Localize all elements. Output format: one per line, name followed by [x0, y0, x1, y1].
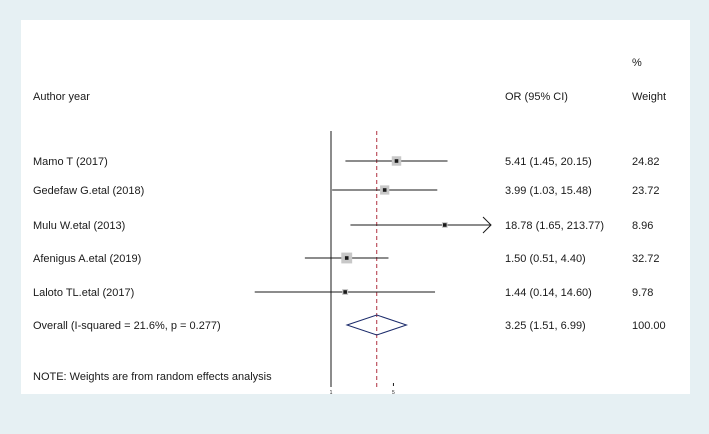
study-weight-text: 32.72 [632, 253, 660, 265]
study-label: Mulu W.etal (2013) [33, 220, 125, 232]
study-weight-text: 23.72 [632, 185, 660, 197]
weight-header-percent: % [632, 57, 642, 69]
study-ci-text: 5.41 (1.45, 20.15) [505, 156, 592, 168]
overall-ci-text: 3.25 (1.51, 6.99) [505, 320, 586, 332]
x-tick-label: 5 [392, 390, 395, 394]
study-weight-text: 9.78 [632, 287, 653, 299]
study-row: Afenigus A.etal (2019) 1.50 (0.51, 4.40) 3… [33, 252, 660, 265]
effect-column-header: OR (95% CI) [505, 91, 568, 103]
study-ci-text: 18.78 (1.65, 213.77) [505, 220, 604, 232]
overall-diamond [345, 314, 409, 336]
ci-arrow [482, 216, 492, 234]
note-text: NOTE: Weights are from random effects an… [33, 371, 272, 383]
overall-weight-text: 100.00 [632, 320, 666, 332]
study-row: Gedefaw G.etal (2018) 3.99 (1.03, 15.48) 2… [33, 185, 660, 197]
study-row: Mulu W.etal (2013) 18.78 (1.65, 213.77) 8.… [33, 216, 653, 234]
point-estimate [382, 188, 387, 192]
forest-plot-panel: % Author year OR (95% CI) Weight 1 5 Mamo… [21, 20, 690, 394]
study-ci-text: 1.50 (0.51, 4.40) [505, 253, 586, 265]
study-row: Mamo T (2017) 5.41 (1.45, 20.15) 24.82 [33, 156, 660, 168]
study-row: Laloto TL.etal (2017) 1.44 (0.14, 14.60) 9… [33, 287, 653, 299]
x-tick-label: 1 [330, 390, 333, 394]
point-estimate [394, 159, 399, 163]
forest-plot: % Author year OR (95% CI) Weight 1 5 Mamo… [33, 57, 666, 394]
study-label: Mamo T (2017) [33, 156, 108, 168]
study-weight-text: 8.96 [632, 220, 653, 232]
overall-label: Overall (I-squared = 21.6%, p = 0.277) [33, 320, 221, 332]
point-estimate [344, 256, 349, 260]
study-label: Laloto TL.etal (2017) [33, 287, 134, 299]
study-ci-text: 3.99 (1.03, 15.48) [505, 185, 592, 197]
weight-column-header: Weight [632, 91, 666, 103]
point-estimate [343, 290, 347, 294]
study-weight-text: 24.82 [632, 156, 660, 168]
study-column-header: Author year [33, 91, 90, 103]
study-label: Gedefaw G.etal (2018) [33, 185, 144, 197]
study-label: Afenigus A.etal (2019) [33, 253, 141, 265]
point-estimate [442, 223, 447, 227]
study-ci-text: 1.44 (0.14, 14.60) [505, 287, 592, 299]
